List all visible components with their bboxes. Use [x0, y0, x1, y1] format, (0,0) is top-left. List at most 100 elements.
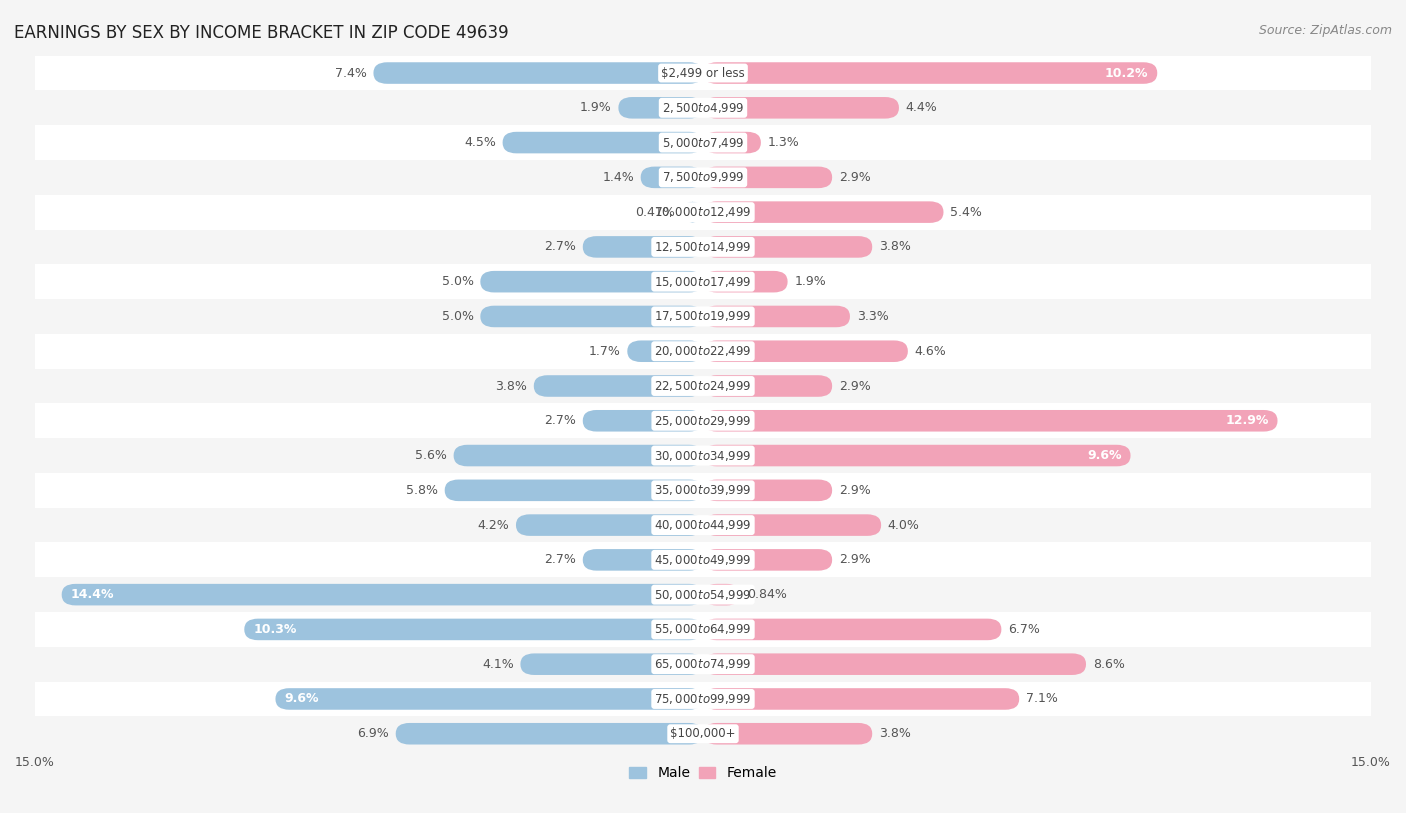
- Text: 4.5%: 4.5%: [464, 136, 496, 149]
- Bar: [35, 90, 1371, 125]
- FancyBboxPatch shape: [444, 480, 703, 501]
- FancyBboxPatch shape: [502, 132, 703, 154]
- Text: 5.6%: 5.6%: [415, 449, 447, 462]
- FancyBboxPatch shape: [582, 549, 703, 571]
- Bar: [35, 438, 1371, 473]
- FancyBboxPatch shape: [627, 341, 703, 362]
- Text: EARNINGS BY SEX BY INCOME BRACKET IN ZIP CODE 49639: EARNINGS BY SEX BY INCOME BRACKET IN ZIP…: [14, 24, 509, 42]
- Text: 4.2%: 4.2%: [478, 519, 509, 532]
- Text: $7,500 to $9,999: $7,500 to $9,999: [662, 171, 744, 185]
- FancyBboxPatch shape: [703, 341, 908, 362]
- FancyBboxPatch shape: [481, 271, 703, 293]
- Text: 1.7%: 1.7%: [589, 345, 620, 358]
- Text: 3.8%: 3.8%: [879, 728, 911, 741]
- Text: 1.3%: 1.3%: [768, 136, 800, 149]
- FancyBboxPatch shape: [703, 723, 872, 745]
- FancyBboxPatch shape: [703, 549, 832, 571]
- FancyBboxPatch shape: [703, 63, 1157, 84]
- FancyBboxPatch shape: [582, 410, 703, 432]
- FancyBboxPatch shape: [703, 132, 761, 154]
- Text: 10.3%: 10.3%: [253, 623, 297, 636]
- Text: 0.84%: 0.84%: [747, 588, 787, 601]
- Text: 3.8%: 3.8%: [879, 241, 911, 254]
- Text: 5.0%: 5.0%: [441, 310, 474, 323]
- Text: 2.9%: 2.9%: [839, 171, 870, 184]
- Text: $30,000 to $34,999: $30,000 to $34,999: [654, 449, 752, 463]
- FancyBboxPatch shape: [374, 63, 703, 84]
- Text: $75,000 to $99,999: $75,000 to $99,999: [654, 692, 752, 706]
- Bar: [35, 195, 1371, 229]
- FancyBboxPatch shape: [703, 167, 832, 188]
- Text: $45,000 to $49,999: $45,000 to $49,999: [654, 553, 752, 567]
- Text: 5.8%: 5.8%: [406, 484, 439, 497]
- Text: $65,000 to $74,999: $65,000 to $74,999: [654, 657, 752, 672]
- Text: 10.2%: 10.2%: [1105, 67, 1149, 80]
- Bar: [35, 125, 1371, 160]
- FancyBboxPatch shape: [703, 97, 898, 119]
- Text: Source: ZipAtlas.com: Source: ZipAtlas.com: [1258, 24, 1392, 37]
- Text: $100,000+: $100,000+: [671, 728, 735, 741]
- FancyBboxPatch shape: [703, 271, 787, 293]
- FancyBboxPatch shape: [703, 376, 832, 397]
- FancyBboxPatch shape: [703, 619, 1001, 640]
- Bar: [35, 647, 1371, 681]
- Text: 12.9%: 12.9%: [1225, 415, 1268, 428]
- Text: 7.4%: 7.4%: [335, 67, 367, 80]
- Bar: [35, 681, 1371, 716]
- Bar: [35, 160, 1371, 195]
- Bar: [35, 612, 1371, 647]
- FancyBboxPatch shape: [276, 688, 703, 710]
- FancyBboxPatch shape: [520, 654, 703, 675]
- Text: 4.4%: 4.4%: [905, 102, 938, 115]
- Text: $17,500 to $19,999: $17,500 to $19,999: [654, 310, 752, 324]
- FancyBboxPatch shape: [62, 584, 703, 606]
- Text: $22,500 to $24,999: $22,500 to $24,999: [654, 379, 752, 393]
- FancyBboxPatch shape: [703, 445, 1130, 467]
- Text: 2.7%: 2.7%: [544, 241, 576, 254]
- Bar: [35, 334, 1371, 368]
- Text: 6.9%: 6.9%: [357, 728, 389, 741]
- Text: $25,000 to $29,999: $25,000 to $29,999: [654, 414, 752, 428]
- Bar: [35, 299, 1371, 334]
- Text: $20,000 to $22,499: $20,000 to $22,499: [654, 344, 752, 359]
- FancyBboxPatch shape: [481, 306, 703, 328]
- Text: 1.4%: 1.4%: [602, 171, 634, 184]
- Text: $10,000 to $12,499: $10,000 to $12,499: [654, 205, 752, 220]
- Bar: [35, 542, 1371, 577]
- FancyBboxPatch shape: [516, 515, 703, 536]
- Text: 3.3%: 3.3%: [856, 310, 889, 323]
- FancyBboxPatch shape: [703, 654, 1085, 675]
- FancyBboxPatch shape: [703, 584, 741, 606]
- Text: $40,000 to $44,999: $40,000 to $44,999: [654, 518, 752, 532]
- Bar: [35, 716, 1371, 751]
- Bar: [35, 264, 1371, 299]
- Bar: [35, 473, 1371, 507]
- Text: 0.47%: 0.47%: [636, 206, 675, 219]
- Bar: [35, 229, 1371, 264]
- Text: 2.9%: 2.9%: [839, 554, 870, 567]
- Text: $15,000 to $17,499: $15,000 to $17,499: [654, 275, 752, 289]
- Text: 7.1%: 7.1%: [1026, 693, 1057, 706]
- Text: 2.7%: 2.7%: [544, 415, 576, 428]
- Bar: [35, 368, 1371, 403]
- FancyBboxPatch shape: [682, 202, 703, 223]
- Text: 14.4%: 14.4%: [70, 588, 114, 601]
- FancyBboxPatch shape: [703, 410, 1278, 432]
- FancyBboxPatch shape: [703, 202, 943, 223]
- Text: $35,000 to $39,999: $35,000 to $39,999: [654, 483, 752, 498]
- Text: 2.9%: 2.9%: [839, 380, 870, 393]
- Text: 3.8%: 3.8%: [495, 380, 527, 393]
- Bar: [35, 403, 1371, 438]
- Text: $2,499 or less: $2,499 or less: [661, 67, 745, 80]
- FancyBboxPatch shape: [703, 306, 851, 328]
- FancyBboxPatch shape: [703, 236, 872, 258]
- Bar: [35, 507, 1371, 542]
- FancyBboxPatch shape: [245, 619, 703, 640]
- Text: $55,000 to $64,999: $55,000 to $64,999: [654, 623, 752, 637]
- Text: 9.6%: 9.6%: [284, 693, 319, 706]
- Text: 8.6%: 8.6%: [1092, 658, 1125, 671]
- Bar: [35, 55, 1371, 90]
- FancyBboxPatch shape: [703, 480, 832, 501]
- Bar: [35, 577, 1371, 612]
- FancyBboxPatch shape: [395, 723, 703, 745]
